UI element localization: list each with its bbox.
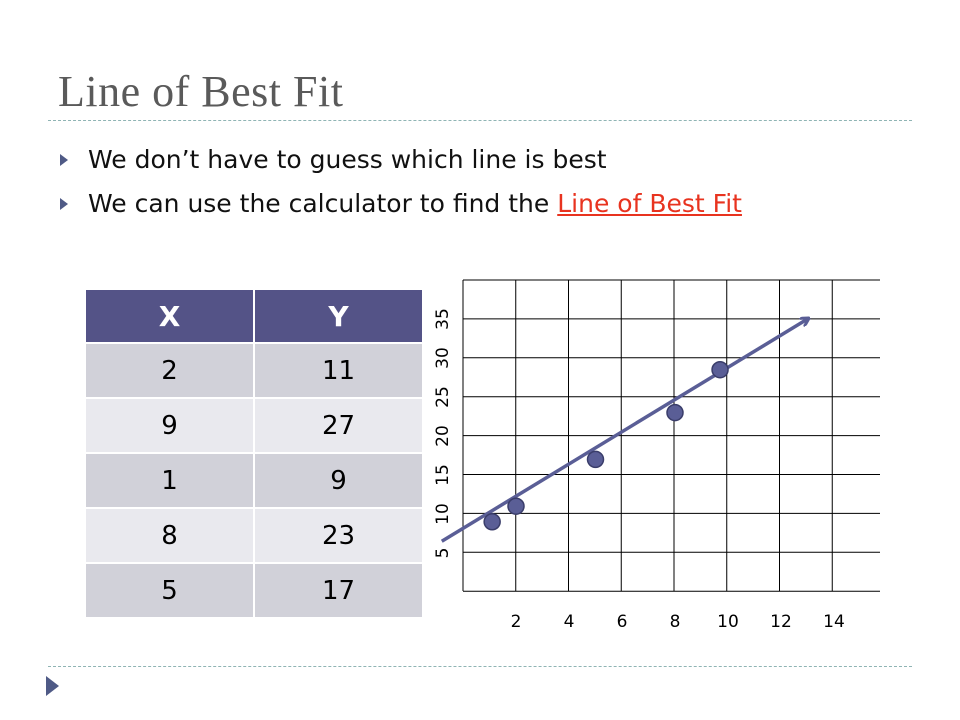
best-fit-line [440,319,808,543]
table-row: 9 27 [84,397,424,454]
y-tick-label: 5 [433,548,453,559]
triangle-bullet-icon [60,198,68,210]
x-tick-label: 10 [717,612,739,632]
y-tick-label: 15 [433,464,453,486]
table-cell-x: 9 [84,397,255,454]
data-point [586,450,605,469]
x-tick-label: 8 [670,612,681,632]
footer-divider [48,666,912,667]
title-divider [48,120,912,121]
slide-title: Line of Best Fit [58,67,344,116]
y-tick-label: 35 [433,308,453,330]
data-point [666,403,684,422]
bullet-text: We can use the calculator to find the [88,189,558,218]
x-tick-label: 2 [511,612,522,632]
table-row: 2 11 [84,342,424,399]
slide-corner-arrow-icon [46,676,59,696]
table-row: 5 17 [84,562,424,619]
table-header-y: Y [253,288,424,344]
table-header-x: X [84,288,255,344]
table-cell-x: 1 [84,452,255,509]
y-tick-label: 10 [433,503,453,525]
x-tick-label: 14 [823,612,845,632]
bullet-item: We don’t have to guess which line is bes… [58,140,742,184]
table-cell-x: 2 [84,342,255,399]
triangle-bullet-icon [60,154,68,166]
table-cell-y: 27 [253,397,424,454]
data-point [711,360,729,379]
table-cell-x: 8 [84,507,255,564]
table-row: 1 9 [84,452,424,509]
xy-data-table: X Y 2 11 9 27 1 9 8 23 5 17 [84,288,424,619]
table-cell-y: 17 [253,562,424,619]
bullet-list: We don’t have to guess which line is bes… [58,140,742,228]
y-tick-label: 30 [433,347,453,369]
data-point [483,513,501,531]
scatter-chart: 2 4 6 8 10 12 14 5 10 15 20 25 30 35 [433,279,880,632]
data-point [507,497,525,515]
table-cell-x: 5 [84,562,255,619]
table-cell-y: 11 [253,342,424,399]
bullet-item: We can use the calculator to find the Li… [58,184,742,228]
y-tick-label: 20 [433,425,453,447]
x-tick-label: 6 [617,612,628,632]
table-cell-y: 9 [253,452,424,509]
bullet-text: We don’t have to guess which line is bes… [88,145,607,174]
best-fit-link[interactable]: Line of Best Fit [557,189,742,218]
x-tick-label: 4 [564,612,575,632]
y-tick-label: 25 [433,386,453,408]
table-cell-y: 23 [253,507,424,564]
x-tick-label: 12 [770,612,792,632]
table-row: 8 23 [84,507,424,564]
